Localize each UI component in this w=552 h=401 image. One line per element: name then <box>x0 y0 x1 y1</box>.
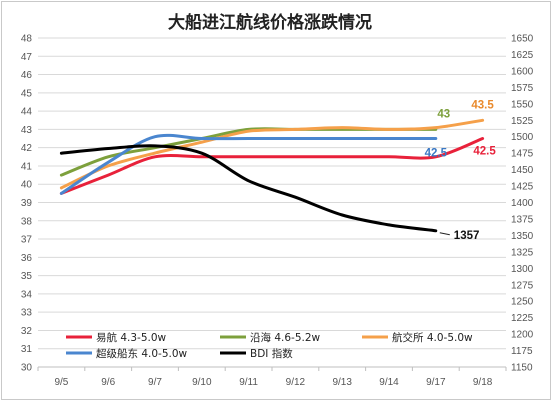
left-tick-label: 42 <box>21 143 33 154</box>
right-tick-label: 1650 <box>511 34 534 45</box>
right-tick-label: 1250 <box>511 297 534 308</box>
right-tick-label: 1550 <box>511 99 534 110</box>
left-tick-label: 38 <box>21 216 33 227</box>
series-line-2 <box>59 118 485 190</box>
right-axis: 1150 1175 1200 1225 1250 1275 1300 1325 1350 1375… <box>511 34 534 374</box>
x-tick-label: 9/14 <box>379 377 399 388</box>
grid <box>38 37 506 368</box>
legend-label-1: 沿海 4.6-5.2w <box>250 331 321 344</box>
right-tick-label: 1575 <box>511 83 534 94</box>
right-tick-label: 1325 <box>511 247 534 258</box>
right-tick-label: 1425 <box>511 182 534 193</box>
right-tick-label: 1400 <box>511 198 534 209</box>
right-tick-label: 1625 <box>511 50 534 61</box>
right-tick-label: 1225 <box>511 313 534 324</box>
right-tick-label: 1450 <box>511 165 534 176</box>
series-line-4 <box>59 144 438 233</box>
left-tick-label: 41 <box>21 161 33 172</box>
legend: 易航 4.3-5.0w 沿海 4.6-5.2w 航交所 4.0-5.0w 超级船东 4… <box>66 331 473 360</box>
x-tick-label: 9/5 <box>54 377 68 388</box>
left-tick-label: 45 <box>21 88 33 99</box>
x-tick-label: 9/12 <box>286 377 306 388</box>
bdi-label-leader <box>439 232 450 236</box>
left-tick-label: 40 <box>21 180 33 191</box>
legend-label-3: 超级船东 4.0-5.0w <box>96 347 188 360</box>
left-tick-label: 30 <box>21 363 33 374</box>
left-tick-label: 36 <box>21 253 33 264</box>
right-tick-label: 1150 <box>511 363 533 374</box>
series-line-1 <box>59 127 438 177</box>
x-tick-label: 9/7 <box>148 377 162 388</box>
legend-label-4: BDI 指数 <box>250 347 293 360</box>
left-tick-label: 34 <box>21 289 33 300</box>
legend-label-0: 易航 4.3-5.0w <box>96 331 167 344</box>
left-tick-label: 43 <box>21 125 33 136</box>
left-axis: 30 31 32 33 34 35 36 37 38 39 40 41 42 43 44 45 46 47 48 <box>21 34 33 374</box>
chart-title: 大船进江航线价格涨跌情况 <box>168 12 372 33</box>
right-tick-label: 1475 <box>511 149 534 160</box>
series-line-3 <box>59 133 438 195</box>
end-label-3: 42.5 <box>425 148 448 160</box>
end-label-4: 1357 <box>454 230 480 242</box>
x-tick-label: 9/13 <box>332 377 352 388</box>
left-tick-label: 47 <box>21 52 33 63</box>
right-tick-label: 1375 <box>511 214 534 225</box>
left-tick-label: 48 <box>21 34 33 45</box>
left-tick-label: 39 <box>21 198 33 209</box>
x-tick-label: 9/10 <box>192 377 212 388</box>
left-tick-label: 32 <box>21 326 33 337</box>
right-tick-label: 1600 <box>511 66 534 77</box>
right-tick-label: 1175 <box>511 346 533 357</box>
legend-label-2: 航交所 4.0-5.0w <box>392 331 473 344</box>
x-axis: 9/5 9/6 9/7 9/10 9/11 9/12 9/13 9/14 9/17 9/18 <box>37 366 507 388</box>
right-tick-label: 1200 <box>511 330 534 341</box>
left-tick-label: 46 <box>21 70 33 81</box>
right-tick-label: 1275 <box>511 280 534 291</box>
series-line-0 <box>59 137 485 195</box>
end-label-0: 42.5 <box>473 146 496 158</box>
left-tick-label: 37 <box>21 235 33 246</box>
left-tick-label: 31 <box>21 344 33 355</box>
left-tick-label: 44 <box>21 107 33 118</box>
right-tick-label: 1525 <box>511 116 534 127</box>
x-tick-label: 9/11 <box>239 377 258 388</box>
x-tick-label: 9/18 <box>473 377 493 388</box>
x-tick-label: 9/6 <box>101 377 115 388</box>
right-tick-label: 1350 <box>511 231 534 242</box>
end-label-2: 43.5 <box>471 99 494 111</box>
left-tick-label: 33 <box>21 308 33 319</box>
series-lines <box>59 118 485 233</box>
end-label-1: 43 <box>437 108 450 120</box>
end-labels: 42.5 43 43.5 42.5 1357 <box>425 99 497 242</box>
right-tick-label: 1300 <box>511 264 534 275</box>
x-tick-label: 9/17 <box>426 377 446 388</box>
right-tick-label: 1500 <box>511 132 534 143</box>
left-tick-label: 35 <box>21 271 33 282</box>
